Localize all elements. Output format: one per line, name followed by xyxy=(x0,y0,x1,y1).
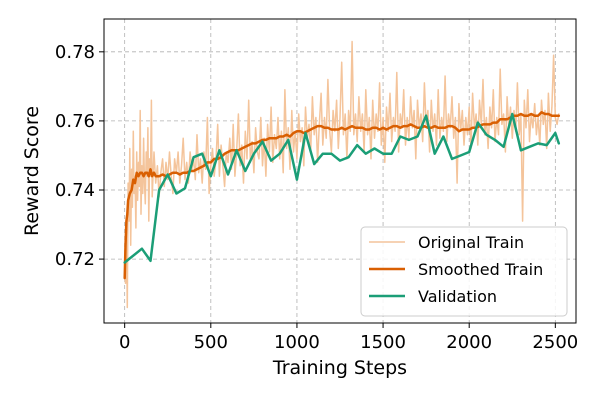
original-train-legend-label: Original Train xyxy=(418,233,524,252)
axis-ticks: 0 500 1000 1500 2000 2500 0.72 0.74 0.76 0.78 xyxy=(55,42,578,353)
original-train-line xyxy=(123,40,560,309)
x-tick-label: 1500 xyxy=(360,332,406,353)
x-tick-label: 2500 xyxy=(532,332,578,353)
legend: Original Train Smoothed Train Validation xyxy=(360,226,568,317)
validation-line xyxy=(123,112,561,264)
y-tick-label: 0.78 xyxy=(55,42,95,63)
y-tick-label: 0.72 xyxy=(55,249,95,270)
data-series xyxy=(123,40,561,309)
smoothed-train-legend-label: Smoothed Train xyxy=(418,260,543,279)
x-tick-label: 2000 xyxy=(446,332,492,353)
y-axis-title: Reward Score xyxy=(21,106,43,236)
y-tick-label: 0.76 xyxy=(55,111,95,132)
x-tick-label: 1000 xyxy=(274,332,320,353)
validation-legend-label: Validation xyxy=(418,287,497,306)
x-tick-label: 500 xyxy=(194,332,228,353)
plot-frame xyxy=(103,18,577,324)
x-axis-title: Training Steps xyxy=(272,357,407,379)
legend-box xyxy=(360,226,568,317)
x-tick-label: 0 xyxy=(119,332,130,353)
y-tick-label: 0.74 xyxy=(55,180,95,201)
